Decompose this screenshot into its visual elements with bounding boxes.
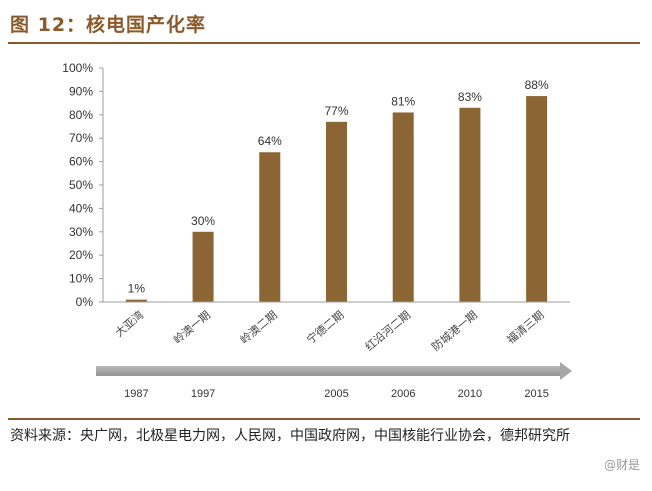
x-axis: 大亚湾 岭澳一期 岭澳二期 宁德二期 红沿河二期 防城港一期 福清三期	[103, 301, 570, 354]
figure-title: 图 12：核电国产化率	[10, 14, 207, 36]
data-label: 1%	[128, 282, 146, 296]
x-category-label: 红沿河二期	[363, 308, 413, 353]
source-note: 资料来源：央广网，北极星电力网，人民网，中国政府网，中国核能行业协会，德邦研究所	[10, 428, 570, 444]
timeline-arrow-head	[560, 362, 572, 380]
data-label: 77%	[324, 104, 348, 118]
bar	[192, 231, 214, 302]
x-category-label: 大亚湾	[112, 308, 146, 340]
x-category-label: 防城港一期	[429, 308, 480, 354]
timeline-year-label: 1987	[124, 388, 148, 400]
x-category-label: 福清三期	[504, 308, 547, 347]
timeline: 1987 1997 2005 2006 2010 2015	[96, 362, 572, 400]
y-tick-label: 10%	[69, 272, 93, 286]
y-tick-label: 80%	[69, 108, 93, 122]
y-axis: 0% 10% 20% 30% 40% 50% 60% 70% 80% 90% 100%	[62, 61, 104, 309]
data-label: 88%	[525, 78, 549, 92]
data-label: 83%	[458, 90, 482, 104]
y-tick-label: 40%	[69, 201, 93, 215]
source-rule	[8, 418, 640, 420]
y-tick-label: 70%	[69, 131, 93, 145]
timeline-arrow-body	[96, 366, 560, 376]
timeline-year-label: 2005	[324, 388, 348, 400]
bar	[526, 96, 548, 302]
x-category-label: 岭澳二期	[237, 308, 280, 347]
bar	[392, 112, 414, 303]
bar	[326, 121, 347, 302]
y-tick-label: 60%	[69, 155, 93, 169]
title-rule	[8, 42, 640, 44]
y-tick-label: 20%	[69, 248, 93, 262]
data-label: 30%	[191, 214, 215, 228]
x-category-label: 宁德二期	[304, 308, 347, 347]
bar	[259, 152, 281, 302]
bars: 1% 30% 64% 77% 81% 83% 88%	[125, 78, 549, 303]
data-label: 64%	[258, 134, 282, 148]
x-category-label: 岭澳一期	[170, 308, 213, 347]
y-tick-label: 0%	[76, 295, 94, 309]
timeline-year-label: 2015	[524, 388, 548, 400]
bar	[459, 107, 481, 302]
y-tick-label: 100%	[62, 61, 93, 75]
timeline-year-label: 2006	[391, 388, 415, 400]
y-tick-label: 90%	[69, 84, 93, 98]
watermark: @财是	[603, 458, 640, 472]
timeline-year-label: 2010	[458, 388, 482, 400]
data-label: 81%	[391, 94, 415, 108]
bar	[125, 299, 147, 302]
y-tick-label: 50%	[69, 178, 93, 192]
timeline-year-label: 1997	[191, 388, 215, 400]
y-tick-label: 30%	[69, 225, 93, 239]
bar-chart: 0% 10% 20% 30% 40% 50% 60% 70% 80% 90% 100% 1% 30% 6…	[62, 61, 572, 400]
